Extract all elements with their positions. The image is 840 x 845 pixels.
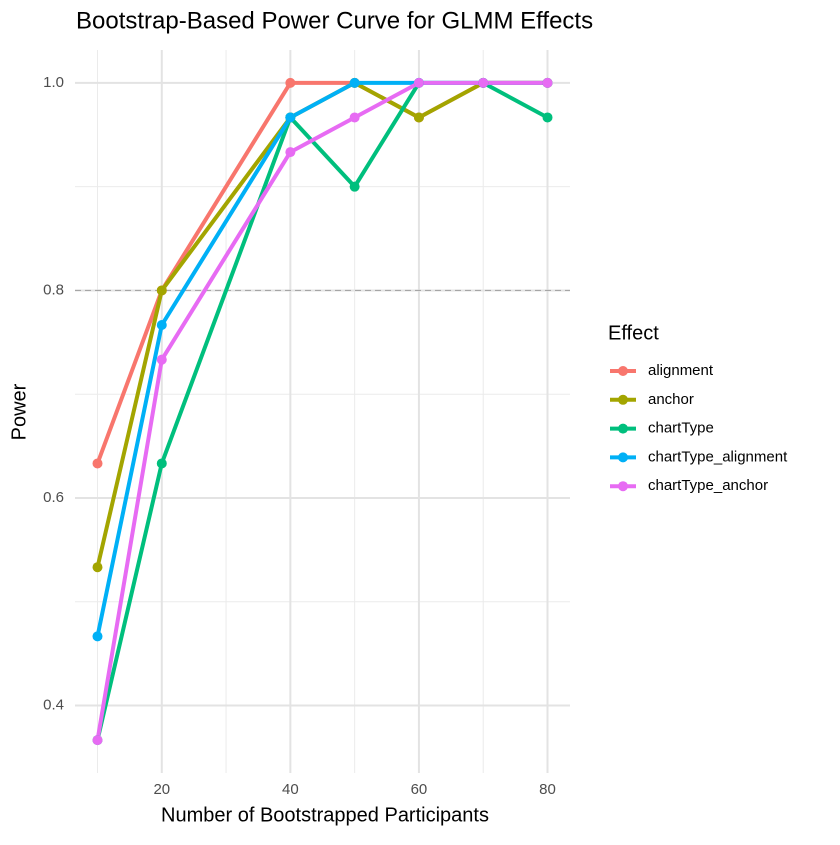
data-point — [542, 112, 553, 123]
legend-key — [618, 423, 628, 434]
data-point — [285, 77, 296, 88]
series-line — [95, 80, 549, 741]
legend-key — [618, 481, 628, 492]
data-point — [542, 77, 553, 88]
series-line — [95, 80, 548, 465]
x-tick-label: 60 — [411, 781, 428, 798]
data-point — [349, 112, 360, 123]
data-point — [156, 285, 167, 296]
data-point — [156, 354, 167, 365]
x-tick-label: 80 — [539, 781, 556, 798]
legend-label: chartType_anchor — [648, 477, 768, 494]
data-point — [156, 320, 167, 331]
legend-key — [618, 452, 628, 463]
series-line — [95, 80, 548, 741]
x-axis-label: Number of Bootstrapped Participants — [161, 804, 489, 826]
legend-label: anchor — [648, 391, 694, 408]
x-tick-label: 40 — [282, 781, 299, 798]
data-point — [92, 631, 103, 642]
legend-key — [618, 394, 628, 405]
data-point — [92, 458, 103, 469]
data-point — [478, 77, 489, 88]
data-point — [413, 112, 424, 123]
data-point — [349, 77, 360, 88]
data-point — [92, 735, 103, 746]
x-tick-label: 20 — [153, 781, 170, 798]
chart-title: Bootstrap-Based Power Curve for GLMM Eff… — [76, 7, 593, 34]
legend-label: chartType_alignment — [648, 448, 788, 465]
data-point — [349, 181, 360, 192]
y-tick-label: 1.0 — [43, 74, 64, 91]
legend-key — [618, 366, 628, 376]
data-point — [156, 458, 167, 469]
y-tick-label: 0.8 — [43, 281, 64, 298]
legend-label: chartType — [648, 420, 714, 437]
data-point — [92, 562, 103, 573]
data-point — [413, 77, 424, 88]
y-tick-label: 0.4 — [43, 697, 64, 714]
y-axis-label: Power — [8, 383, 30, 440]
y-tick-label: 0.6 — [43, 489, 64, 506]
legend-label: alignment — [648, 362, 714, 379]
legend-title: Effect — [608, 322, 659, 344]
data-point — [285, 112, 296, 123]
data-point — [285, 147, 296, 158]
